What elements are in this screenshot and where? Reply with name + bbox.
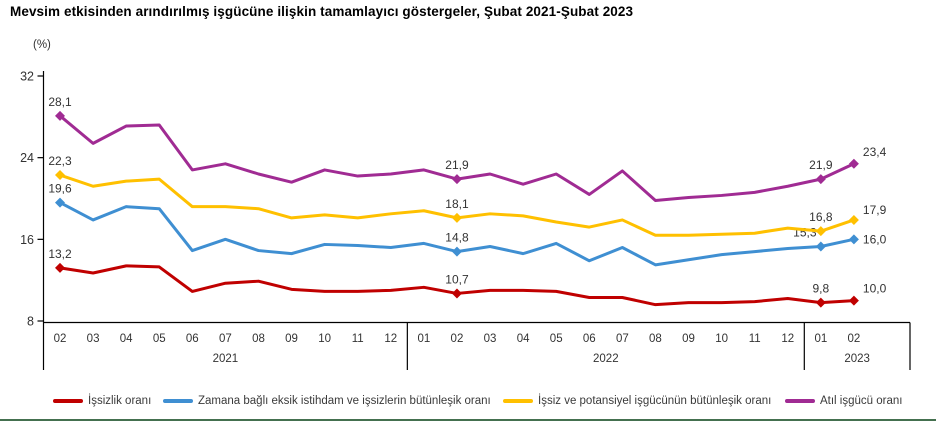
x-axis-month-label: 11 [749,333,761,345]
x-axis-month-label: 03 [87,333,100,345]
legend-label: İşsiz ve potansiyel işgücünün bütünleşik… [538,395,772,407]
x-axis-month-label: 01 [417,333,430,345]
x-axis-month-label: 03 [484,333,497,345]
data-point-marker [848,158,859,169]
x-axis-month-label: 04 [517,333,530,345]
data-point-value-label: 17,9 [863,203,887,217]
legend-item-1: Zamana bağlı eksik istihdam ve işsizleri… [163,393,491,409]
x-axis-month-label: 10 [715,333,728,345]
x-axis-month-label: 06 [186,333,199,345]
data-point-marker [55,197,65,208]
x-axis-month-label: 10 [318,333,331,345]
y-axis-tick-label: 32 [20,70,34,84]
legend-item-0: İşsizlik oranı [53,393,151,409]
data-point-value-label: 23,4 [863,145,887,159]
legend-item-3: Atıl işgücü oranı [785,393,902,409]
data-point-marker [451,288,462,299]
data-point-marker [815,174,826,185]
data-point-marker [55,110,65,121]
x-axis-year-label: 2021 [213,353,239,365]
data-point-marker [451,246,462,257]
legend-label: İşsizlik oranı [88,395,152,407]
data-point-value-label: 10,7 [445,272,469,286]
x-axis-month-label: 02 [54,333,67,345]
legend-line-swatch [503,399,533,403]
legend-label: Atıl işgücü oranı [820,395,903,407]
data-point-value-label: 13,2 [48,247,72,261]
chart-title: Mevsim etkisinden arındırılmış işgücüne … [10,4,634,19]
data-point-value-label: 18,1 [445,197,469,211]
unit-label: (%) [33,39,51,51]
legend-line-swatch [785,399,815,403]
data-point-value-label: 14,8 [445,231,469,245]
data-point-marker [815,226,826,237]
data-point-marker [55,170,65,181]
y-axis-tick-label: 8 [27,315,34,329]
data-point-marker [815,241,826,252]
data-point-value-label: 16,0 [863,232,887,246]
x-axis-month-label: 08 [649,333,662,345]
x-axis-month-label: 09 [682,333,695,345]
x-axis-month-label: 07 [616,333,629,345]
data-point-value-label: 22,3 [48,154,72,168]
data-point-value-label: 21,9 [445,158,469,172]
legend-line-swatch [163,399,193,403]
y-axis-tick-label: 24 [20,151,34,165]
x-axis-year-label: 2022 [593,353,619,365]
y-axis-tick-label: 16 [20,233,34,247]
footer-rule [0,419,936,421]
chart-legend: İşsizlik oranı Zamana bağlı eksik istihda… [0,393,936,411]
data-point-value-label: 16,8 [809,210,833,224]
x-axis-month-label: 01 [814,333,827,345]
data-point-value-label: 21,9 [809,158,833,172]
x-axis-month-label: 05 [550,333,563,345]
x-axis-month-label: 06 [583,333,596,345]
x-axis-month-label: 08 [252,333,265,345]
data-point-marker [815,297,826,308]
x-axis-month-label: 07 [219,333,232,345]
legend-label: Zamana bağlı eksik istihdam ve işsizleri… [198,395,491,407]
x-axis-month-label: 04 [120,333,133,345]
data-point-marker [55,262,65,273]
x-axis-month-label: 12 [384,333,397,345]
data-point-marker [848,234,859,245]
data-point-marker [451,212,462,223]
data-point-marker [848,295,859,306]
data-point-value-label: 28,1 [48,95,72,109]
data-point-value-label: 10,0 [863,282,887,296]
x-axis-year-label: 2023 [844,353,870,365]
data-point-value-label: 9,8 [812,282,829,296]
x-axis-month-label: 09 [285,333,298,345]
x-axis-month-label: 12 [781,333,794,345]
x-axis-month-label: 05 [153,333,166,345]
line-chart: 8 16 24 32 02 03 04 05 06 07 08 09 10 11 12 01 02 03 04 05 0… [20,70,911,370]
data-point-marker [848,214,859,225]
x-axis-month-label: 11 [352,333,364,345]
legend-line-swatch [53,399,83,403]
legend-item-2: İşsiz ve potansiyel işgücünün bütünleşik… [503,393,771,409]
x-axis-month-label: 02 [451,333,464,345]
data-point-marker [451,174,462,185]
x-axis-month-label: 02 [848,333,861,345]
data-point-value-label: 19,6 [48,182,72,196]
